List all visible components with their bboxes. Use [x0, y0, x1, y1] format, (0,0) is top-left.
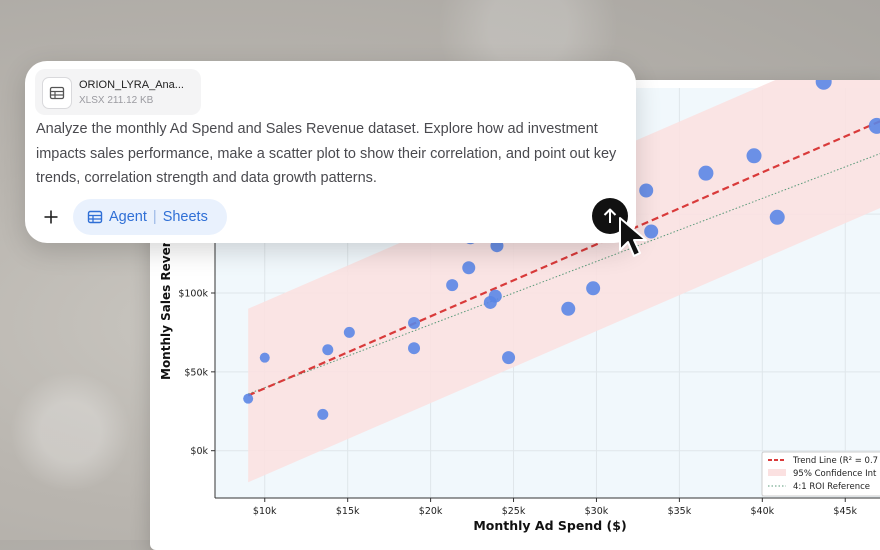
- prompt-text[interactable]: Analyze the monthly Ad Spend and Sales R…: [36, 121, 617, 186]
- data-point: [462, 261, 476, 275]
- legend-confidence: 95% Confidence Int: [793, 469, 877, 479]
- confidence-band: [248, 80, 880, 483]
- data-point: [408, 342, 421, 355]
- agent-sheets-pill[interactable]: Agent | Sheets: [73, 199, 227, 235]
- data-point: [815, 80, 832, 90]
- legend: Trend Line (R² = 0.7 95% Confidence Int …: [761, 451, 880, 497]
- y-tick-labels: $0k$50k$100k$150k: [178, 210, 215, 457]
- x-tick-label: $25k: [502, 506, 526, 517]
- y-tick-label: $50k: [184, 367, 208, 378]
- legend-roi: 4:1 ROI Reference: [793, 482, 870, 492]
- sheets-label: Sheets: [162, 209, 208, 225]
- data-point: [769, 209, 785, 225]
- agent-label: Agent: [109, 209, 147, 225]
- data-point: [644, 224, 659, 239]
- x-tick-label: $40k: [750, 506, 774, 517]
- y-axis-label: Monthly Sales Revenue: [159, 222, 173, 380]
- data-point: [639, 183, 654, 198]
- x-tick-label: $15k: [336, 506, 360, 517]
- data-point: [408, 316, 421, 329]
- data-point: [502, 351, 516, 365]
- pill-separator: |: [152, 209, 157, 225]
- file-meta: XLSX 211.12 KB: [79, 95, 154, 106]
- mouse-pointer-icon: [619, 217, 647, 257]
- x-tick-label: $45k: [833, 506, 857, 517]
- x-tick-label: $35k: [668, 506, 692, 517]
- x-tick-label: $10k: [253, 506, 277, 517]
- data-point: [868, 117, 880, 134]
- add-attachment-button[interactable]: [36, 202, 66, 232]
- arrow-up-icon: [603, 208, 617, 223]
- data-point: [343, 326, 355, 338]
- trend-line: [247, 120, 880, 397]
- prompt-card: ORION_LYRA_Ana... XLSX 211.12 KB Analyze…: [25, 61, 636, 243]
- sheets-icon: [87, 210, 103, 224]
- attached-file-chip[interactable]: ORION_LYRA_Ana... XLSX 211.12 KB: [35, 69, 201, 115]
- data-point: [586, 281, 601, 296]
- data-point: [243, 393, 254, 404]
- data-point: [259, 352, 270, 363]
- file-name: ORION_LYRA_Ana...: [79, 79, 184, 91]
- data-point: [446, 279, 459, 292]
- x-tick-labels: $10k $15k $20k $25k $30k $35k $40k $45k: [253, 498, 858, 517]
- y-tick-label: $0k: [190, 446, 208, 457]
- data-point: [322, 344, 334, 356]
- data-point: [698, 165, 714, 181]
- x-tick-label: $20k: [419, 506, 443, 517]
- data-point: [746, 148, 762, 164]
- data-point: [561, 301, 576, 316]
- x-tick-label: $30k: [585, 506, 609, 517]
- x-axis-label: Monthly Ad Spend ($): [473, 518, 626, 533]
- y-tick-label: $100k: [178, 289, 208, 300]
- data-point: [317, 408, 329, 420]
- spreadsheet-icon: [42, 77, 72, 109]
- plus-icon: [44, 210, 58, 224]
- legend-trend: Trend Line (R² = 0.7: [792, 456, 878, 466]
- data-point: [488, 289, 502, 303]
